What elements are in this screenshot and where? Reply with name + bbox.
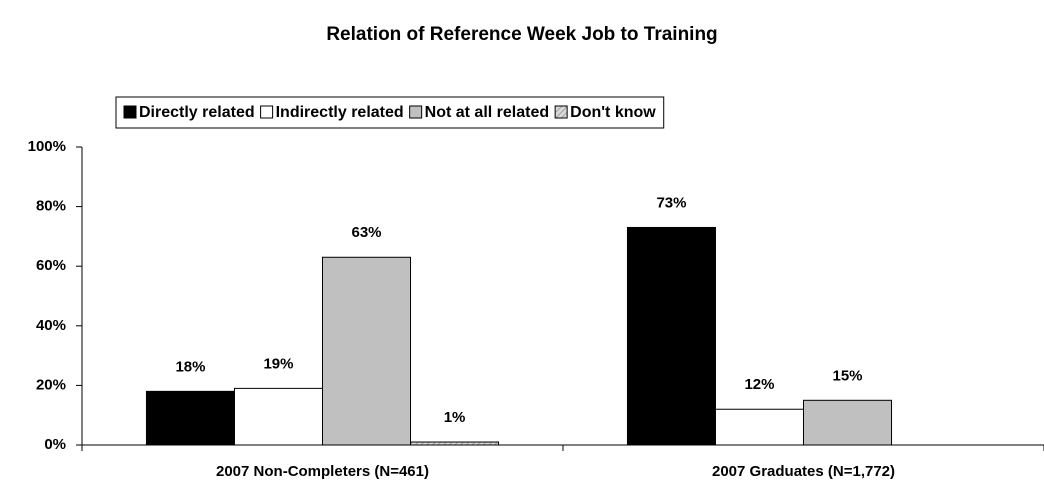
y-tick-label: 100% (28, 138, 66, 155)
value-label: 15% (832, 367, 862, 384)
chart-title: Relation of Reference Week Job to Traini… (326, 24, 717, 45)
y-tick-label: 80% (36, 198, 66, 215)
x-tick-label: 2007 Graduates (N=1,772) (712, 463, 895, 480)
legend-swatch (409, 105, 423, 119)
bar (626, 226, 716, 446)
bar (410, 441, 500, 446)
value-label: 1% (444, 409, 466, 426)
legend-label: Not at all related (425, 104, 549, 121)
value-label: 73% (656, 194, 686, 211)
bar (145, 390, 235, 446)
y-tick-label: 20% (36, 376, 66, 393)
legend-swatch (554, 105, 568, 119)
value-label: 63% (351, 224, 381, 241)
legend-label: Indirectly related (276, 104, 404, 121)
legend-label: Directly related (139, 104, 255, 121)
bar (322, 256, 412, 446)
legend-box (115, 96, 665, 129)
y-tick-label: 40% (36, 317, 66, 334)
x-tick-label: 2007 Non-Completers (N=461) (216, 463, 429, 480)
y-tick-label: 60% (36, 257, 66, 274)
legend-label: Don't know (570, 104, 656, 121)
value-label: 12% (744, 376, 774, 393)
legend-swatch (123, 105, 137, 119)
bar (233, 387, 324, 446)
bar (803, 399, 893, 446)
y-tick-label: 0% (44, 436, 66, 453)
bar (714, 408, 804, 446)
legend-swatch (260, 105, 274, 119)
value-label: 18% (175, 358, 205, 375)
value-label: 19% (263, 355, 293, 372)
